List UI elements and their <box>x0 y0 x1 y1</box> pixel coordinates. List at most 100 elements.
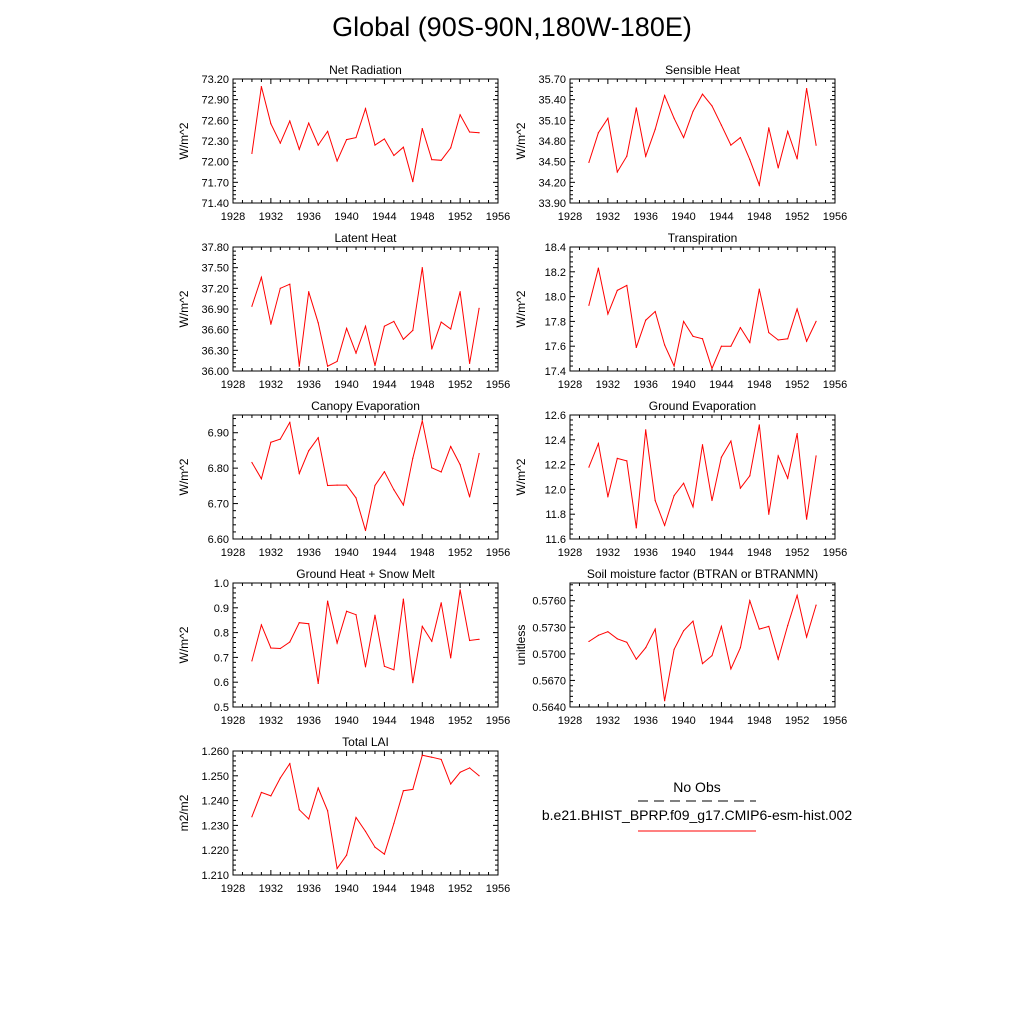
chart-title: Net Radiation <box>329 63 402 77</box>
data-point <box>431 348 433 350</box>
data-point <box>327 600 329 602</box>
data-point <box>673 117 675 119</box>
data-point <box>421 128 423 130</box>
data-point <box>787 338 789 340</box>
data-point <box>308 122 310 124</box>
x-tick-label: 1944 <box>709 379 733 391</box>
data-point <box>777 455 779 457</box>
data-point <box>431 640 433 642</box>
data-point <box>298 809 300 811</box>
data-point <box>345 484 348 486</box>
chart-title: Canopy Evaporation <box>311 399 420 413</box>
data-point <box>720 625 723 628</box>
data-point <box>469 767 471 769</box>
data-point <box>279 438 281 440</box>
data-point <box>806 88 808 90</box>
x-tick-label: 1944 <box>709 715 733 727</box>
data-point <box>654 128 656 130</box>
data-point <box>607 117 609 119</box>
y-tick-label: 37.50 <box>201 263 229 275</box>
data-point <box>664 524 666 526</box>
data-point <box>749 341 751 344</box>
data-point <box>440 602 442 604</box>
x-tick-label: 1944 <box>372 883 396 895</box>
x-tick-label: 1956 <box>486 379 510 391</box>
x-tick-label: 1936 <box>296 547 320 559</box>
data-point <box>279 142 281 144</box>
y-tick-label: 12.6 <box>545 410 566 422</box>
data-point <box>270 123 272 125</box>
series-line <box>588 267 817 370</box>
x-tick-label: 1952 <box>448 715 472 727</box>
x-tick-label: 1940 <box>334 379 358 391</box>
data-point <box>626 155 628 157</box>
data-point <box>616 457 618 459</box>
x-tick-label: 1948 <box>410 379 434 391</box>
data-point <box>412 788 414 791</box>
y-tick-label: 73.20 <box>201 74 229 86</box>
x-tick-label: 1952 <box>448 211 472 223</box>
data-point <box>289 283 291 285</box>
data-point <box>469 496 471 498</box>
x-tick-label: 1928 <box>221 547 245 559</box>
y-tick-label: 0.5640 <box>532 702 566 714</box>
data-point <box>412 329 414 331</box>
data-point <box>374 144 376 146</box>
data-point <box>421 625 423 628</box>
y-tick-label: 18.4 <box>545 242 566 254</box>
data-point <box>364 108 367 110</box>
y-tick-label: 0.5760 <box>532 596 566 608</box>
y-tick-label: 72.00 <box>201 157 229 169</box>
data-point <box>317 322 319 324</box>
series-line <box>251 420 480 531</box>
data-point <box>730 144 732 146</box>
data-point <box>279 777 281 779</box>
y-tick-label: 34.80 <box>538 136 566 148</box>
data-point <box>251 305 253 307</box>
data-point <box>815 455 817 457</box>
x-tick-label: 1940 <box>671 547 695 559</box>
data-point <box>635 107 637 109</box>
x-tick-label: 1956 <box>823 715 847 727</box>
data-point <box>270 441 272 443</box>
data-point <box>469 362 471 365</box>
data-point <box>260 478 262 480</box>
y-tick-label: 36.30 <box>201 345 229 357</box>
data-point <box>806 518 808 520</box>
y-tick-label: 72.90 <box>201 95 229 107</box>
data-point <box>654 499 656 502</box>
data-point <box>768 625 770 628</box>
data-point <box>739 647 741 649</box>
series-line <box>251 267 480 367</box>
data-point <box>251 816 253 818</box>
plot-frame <box>232 78 499 204</box>
data-point <box>308 450 310 452</box>
x-tick-label: 1940 <box>334 883 358 895</box>
x-tick-label: 1944 <box>372 715 396 727</box>
x-tick-label: 1948 <box>747 715 771 727</box>
x-tick-label: 1940 <box>671 715 695 727</box>
data-point <box>478 775 480 777</box>
data-point <box>626 284 628 287</box>
data-point <box>597 267 599 269</box>
y-tick-label: 18.2 <box>545 267 566 279</box>
data-point <box>251 461 253 464</box>
plot-frame <box>569 78 836 204</box>
y-tick-label: 35.10 <box>538 115 566 127</box>
data-point <box>664 344 666 346</box>
data-point <box>298 365 300 367</box>
y-tick-label: 72.60 <box>201 115 229 127</box>
data-point <box>701 93 704 95</box>
data-point <box>402 790 404 792</box>
data-point <box>787 477 789 479</box>
data-point <box>317 787 319 789</box>
x-tick-label: 1952 <box>785 379 809 391</box>
x-tick-label: 1940 <box>671 211 695 223</box>
y-tick-label: 0.5730 <box>532 622 566 634</box>
data-point <box>393 822 395 825</box>
data-point <box>739 136 741 139</box>
chart-title: Latent Heat <box>334 231 397 245</box>
data-point <box>317 437 319 439</box>
data-point <box>711 367 713 370</box>
data-point <box>431 467 433 469</box>
